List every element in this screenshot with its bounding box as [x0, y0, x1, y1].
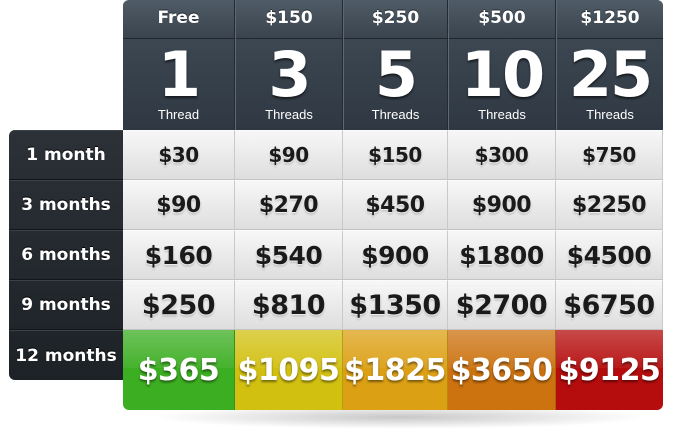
annual-price: $9125 — [558, 352, 661, 388]
annual-price-cell[interactable]: $1825 — [343, 330, 448, 410]
annual-price: $3650 — [450, 352, 553, 388]
price-cell[interactable]: $270 — [235, 180, 343, 230]
duration-label: 12 months — [9, 330, 123, 380]
price-grid: $30 $90 $150 $300 $750 $90 $270 $450 $90… — [123, 130, 663, 330]
duration-label: 3 months — [9, 180, 123, 230]
price-cell[interactable]: $90 — [123, 180, 235, 230]
annual-price: $1825 — [344, 352, 446, 388]
price-cell[interactable]: $90 — [235, 130, 343, 180]
thread-unit: Threads — [265, 107, 313, 122]
plan-header: Free 1 Thread $150 3 Threads $250 5 Thre… — [123, 0, 663, 130]
plan-price: $500 — [478, 8, 526, 28]
price-cell[interactable]: $6750 — [556, 280, 663, 330]
annual-price-cell[interactable]: $9125 — [556, 330, 663, 410]
annual-price-cell[interactable]: $365 — [123, 330, 235, 410]
plan-column-10[interactable]: $500 10 Threads — [448, 0, 556, 130]
plan-price: Free — [157, 8, 200, 28]
price-cell[interactable]: $250 — [123, 280, 235, 330]
duration-label: 1 month — [9, 130, 123, 180]
plan-price: $150 — [265, 8, 313, 28]
plan-column-1[interactable]: Free 1 Thread — [123, 0, 235, 130]
price-cell[interactable]: $150 — [343, 130, 448, 180]
price-cell[interactable]: $30 — [123, 130, 235, 180]
duration-label: 6 months — [9, 230, 123, 280]
price-cell[interactable]: $1350 — [343, 280, 448, 330]
thread-count: 10 — [460, 38, 545, 111]
annual-price-row: $365 $1095 $1825 $3650 $9125 — [123, 330, 663, 410]
thread-unit: Thread — [157, 107, 200, 122]
thread-count: 1 — [157, 38, 201, 111]
price-cell[interactable]: $300 — [448, 130, 556, 180]
price-cell[interactable]: $2250 — [556, 180, 663, 230]
price-cell[interactable]: $1800 — [448, 230, 556, 280]
plan-price: $250 — [371, 8, 420, 28]
thread-unit: Threads — [586, 107, 634, 122]
annual-price-cell[interactable]: $1095 — [235, 330, 343, 410]
price-cell[interactable]: $2700 — [448, 280, 556, 330]
plan-column-25[interactable]: $1250 25 Threads — [556, 0, 663, 130]
thread-count: 3 — [268, 38, 311, 111]
price-cell[interactable]: $160 — [123, 230, 235, 280]
price-cell[interactable]: $750 — [556, 130, 663, 180]
price-cell[interactable]: $450 — [343, 180, 448, 230]
plan-column-5[interactable]: $250 5 Threads — [343, 0, 448, 130]
price-cell[interactable]: $900 — [343, 230, 448, 280]
duration-label: 9 months — [9, 280, 123, 330]
price-cell[interactable]: $900 — [448, 180, 556, 230]
plan-price: $1250 — [580, 8, 640, 28]
price-cell[interactable]: $540 — [235, 230, 343, 280]
plan-column-3[interactable]: $150 3 Threads — [235, 0, 343, 130]
annual-price-cell[interactable]: $3650 — [448, 330, 556, 410]
thread-unit: Threads — [371, 107, 420, 122]
thread-count: 25 — [568, 38, 653, 111]
duration-column: 1 month 3 months 6 months 9 months 12 mo… — [9, 130, 123, 380]
thread-count: 5 — [374, 38, 418, 111]
price-cell[interactable]: $810 — [235, 280, 343, 330]
price-cell[interactable]: $4500 — [556, 230, 663, 280]
thread-unit: Threads — [478, 107, 526, 122]
annual-price: $1095 — [237, 352, 340, 388]
annual-price: $365 — [137, 352, 220, 388]
